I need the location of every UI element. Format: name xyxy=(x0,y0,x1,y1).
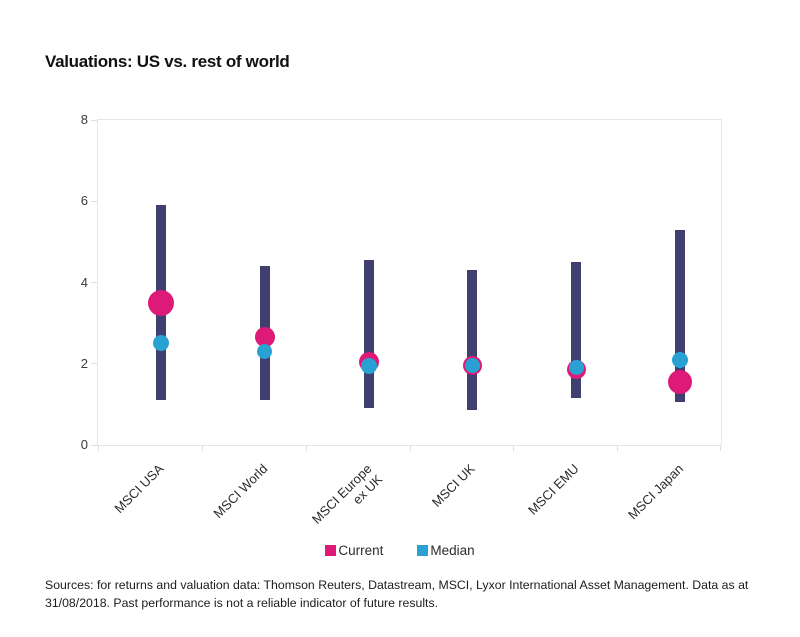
plot-area: 0 2 4 6 8 MSCI USA MSCI World MSCI Europe ex UK M… xyxy=(81,112,722,527)
median-dot xyxy=(568,360,584,376)
legend: Current Median xyxy=(0,543,800,558)
legend-median-label: Median xyxy=(430,543,475,558)
y-tick-label: 2 xyxy=(80,355,88,371)
median-dot xyxy=(257,344,273,360)
x-tick-mark xyxy=(513,446,515,451)
current-dot xyxy=(147,289,174,316)
y-tick-mark xyxy=(91,444,97,446)
legend-current-label: Current xyxy=(338,543,384,558)
x-axis-label: MSCI Europe ex UK xyxy=(308,461,385,527)
y-tick-label: 8 xyxy=(80,112,88,127)
y-tick-mark xyxy=(91,119,97,121)
legend-item-current: Current xyxy=(325,543,383,558)
y-tick-mark xyxy=(91,282,97,283)
legend-median-swatch xyxy=(417,545,429,556)
source-line-2: 31/08/2018. Past performance is not a re… xyxy=(45,596,439,610)
range-bar xyxy=(467,270,478,411)
x-axis-label: MSCI UK xyxy=(429,461,479,510)
source-note: Sources: for returns and valuation data:… xyxy=(45,576,775,612)
y-tick-mark xyxy=(91,200,97,202)
y-tick-mark xyxy=(91,363,97,365)
median-dot xyxy=(464,358,480,374)
chart-title: Valuations: US vs. rest of world xyxy=(45,52,290,71)
range-bar xyxy=(571,262,582,399)
y-tick-label: 6 xyxy=(80,193,88,209)
legend-item-median: Median xyxy=(417,543,475,558)
x-tick-mark xyxy=(617,446,619,451)
median-dot xyxy=(360,357,377,374)
current-dot xyxy=(254,327,275,348)
median-dot xyxy=(152,335,169,352)
x-tick-mark xyxy=(409,446,411,451)
range-bar xyxy=(675,229,686,403)
range-bar xyxy=(363,260,374,409)
x-axis-label: MSCI EMU xyxy=(525,461,582,518)
x-tick-mark xyxy=(98,446,99,451)
x-tick-mark xyxy=(720,446,721,451)
y-tick-label: 0 xyxy=(80,437,88,452)
median-dot xyxy=(672,351,689,368)
x-tick-mark xyxy=(305,446,307,451)
x-axis-label: MSCI World xyxy=(210,461,271,521)
source-line-1: Sources: for returns and valuation data:… xyxy=(45,578,749,592)
x-axis-label: MSCI USA xyxy=(111,461,167,517)
y-tick-label: 4 xyxy=(80,274,88,290)
legend-current-swatch xyxy=(325,545,337,556)
x-tick-mark xyxy=(201,446,203,451)
x-axis-label: MSCI Japan xyxy=(624,461,686,523)
current-dot xyxy=(668,370,693,395)
